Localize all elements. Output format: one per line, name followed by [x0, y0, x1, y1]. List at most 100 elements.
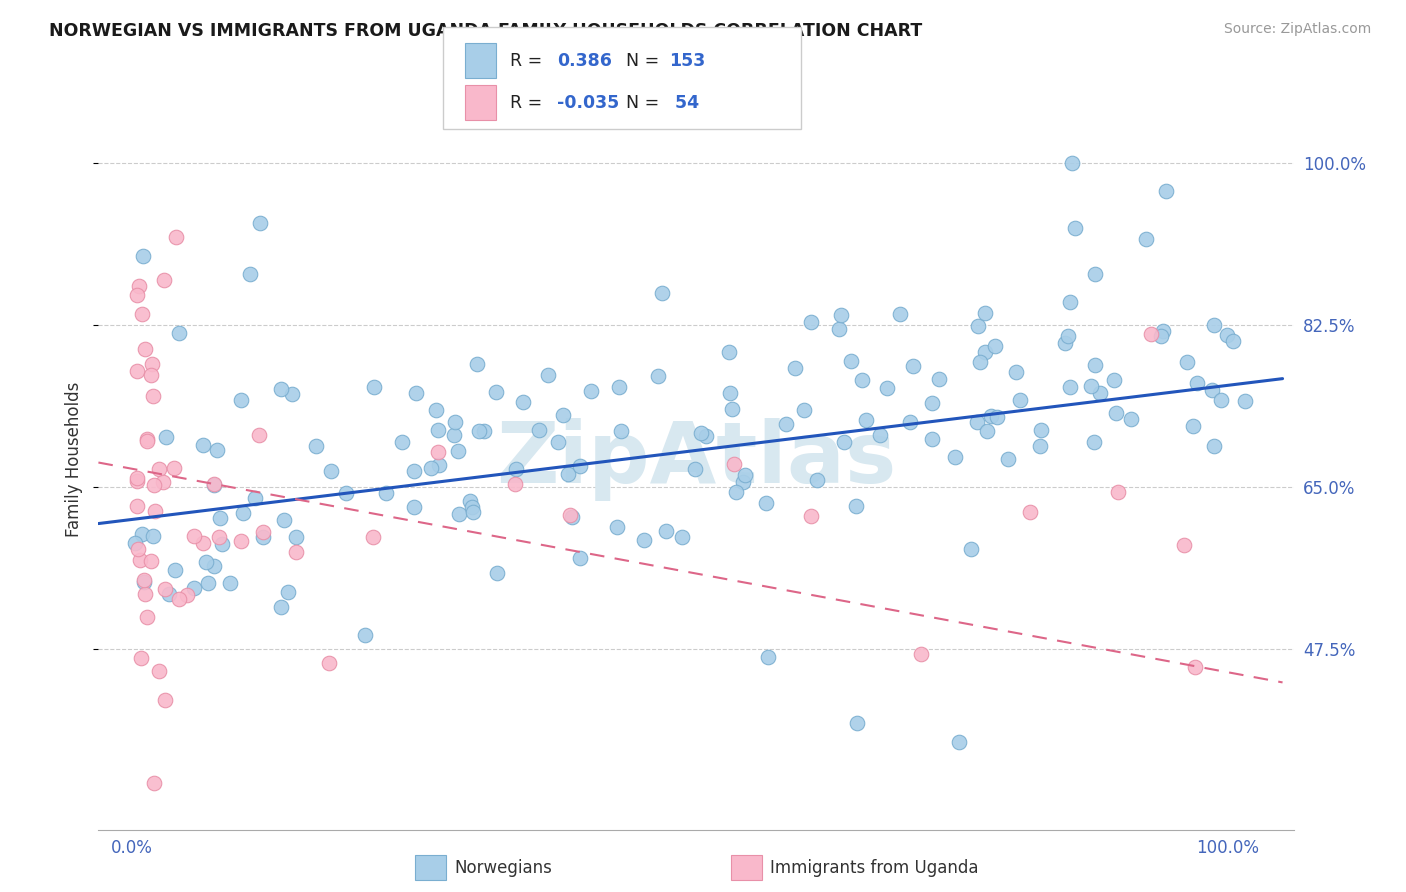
Point	[134, 342, 156, 356]
Point	[243, 491, 266, 505]
Point	[208, 530, 231, 544]
Point	[1187, 376, 1209, 390]
Point	[321, 464, 343, 478]
Point	[1202, 439, 1225, 453]
Point	[1084, 358, 1107, 372]
Point	[458, 494, 481, 508]
Point	[1088, 385, 1111, 400]
Point	[153, 272, 176, 286]
Point	[136, 610, 159, 624]
Point	[128, 279, 150, 293]
Point	[651, 286, 673, 301]
Point	[1135, 232, 1157, 246]
Point	[721, 402, 744, 417]
Point	[284, 545, 307, 559]
Point	[444, 415, 467, 429]
Point	[211, 537, 233, 551]
Point	[1107, 484, 1129, 499]
Point	[876, 381, 898, 395]
Text: N =: N =	[626, 94, 665, 112]
Point	[855, 413, 877, 427]
Point	[193, 536, 215, 550]
Point	[1234, 394, 1257, 409]
Point	[239, 268, 262, 282]
Point	[983, 339, 1005, 353]
Point	[134, 587, 156, 601]
Point	[1004, 366, 1026, 380]
Text: NORWEGIAN VS IMMIGRANTS FROM UGANDA FAMILY HOUSEHOLDS CORRELATION CHART: NORWEGIAN VS IMMIGRANTS FROM UGANDA FAMI…	[49, 22, 922, 40]
Point	[207, 443, 229, 458]
Point	[277, 584, 299, 599]
Point	[461, 500, 484, 514]
Point	[695, 429, 717, 443]
Point	[910, 648, 932, 662]
Point	[125, 499, 148, 513]
Point	[447, 443, 470, 458]
Point	[1084, 268, 1107, 282]
Point	[208, 511, 231, 525]
Point	[485, 566, 508, 581]
Point	[569, 551, 592, 566]
Point	[1059, 380, 1081, 394]
Point	[1064, 221, 1087, 235]
Point	[273, 513, 295, 527]
Point	[966, 415, 988, 429]
Point	[135, 434, 157, 449]
Point	[232, 506, 254, 520]
Point	[132, 249, 155, 263]
Point	[1060, 156, 1083, 170]
Point	[731, 475, 754, 490]
Point	[229, 533, 252, 548]
Text: -0.035: -0.035	[557, 94, 619, 112]
Point	[131, 527, 153, 541]
Point	[1140, 326, 1163, 341]
Point	[391, 435, 413, 450]
Point	[1173, 538, 1195, 552]
Point	[252, 525, 274, 540]
Point	[655, 524, 678, 538]
Point	[754, 496, 776, 510]
Point	[1182, 419, 1205, 434]
Point	[354, 628, 377, 642]
Point	[163, 461, 186, 475]
Point	[169, 592, 191, 607]
Point	[1056, 329, 1078, 343]
Point	[142, 776, 165, 790]
Text: Norwegians: Norwegians	[454, 859, 553, 877]
Point	[231, 392, 253, 407]
Point	[1029, 423, 1052, 437]
Point	[512, 395, 534, 409]
Point	[404, 464, 426, 478]
Point	[921, 433, 943, 447]
Point	[425, 403, 447, 417]
Point	[129, 651, 152, 665]
Point	[974, 306, 997, 320]
Point	[148, 462, 170, 476]
Point	[363, 380, 385, 394]
Point	[375, 485, 398, 500]
Point	[1201, 383, 1223, 397]
Point	[152, 475, 174, 490]
Point	[1053, 336, 1076, 351]
Point	[132, 575, 155, 590]
Point	[148, 665, 170, 679]
Point	[252, 530, 274, 544]
Point	[845, 499, 868, 513]
Point	[153, 693, 176, 707]
Point	[202, 477, 225, 491]
Point	[427, 458, 450, 472]
Point	[928, 372, 950, 386]
Point	[193, 438, 215, 452]
Text: 54: 54	[669, 94, 699, 112]
Point	[143, 504, 166, 518]
Point	[830, 308, 852, 322]
Point	[1080, 379, 1102, 393]
Point	[426, 423, 449, 437]
Text: R =: R =	[510, 52, 548, 70]
Point	[463, 505, 485, 519]
Point	[270, 599, 292, 614]
Point	[202, 558, 225, 573]
Point	[503, 477, 526, 491]
Point	[756, 650, 779, 665]
Point	[889, 308, 911, 322]
